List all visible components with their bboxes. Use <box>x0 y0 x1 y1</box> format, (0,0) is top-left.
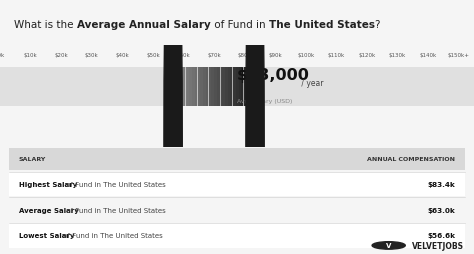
Text: Average Salary: Average Salary <box>19 207 79 213</box>
Text: $0k: $0k <box>0 53 5 58</box>
Text: $20k: $20k <box>55 53 68 58</box>
Text: $50k: $50k <box>146 53 160 58</box>
Circle shape <box>372 242 405 249</box>
Text: ?: ? <box>374 20 380 30</box>
Text: of Fund in The United States: of Fund in The United States <box>61 232 163 238</box>
Text: of Fund in The United States: of Fund in The United States <box>64 207 166 213</box>
Text: / year: / year <box>299 78 323 87</box>
Bar <box>233 68 236 107</box>
Bar <box>184 68 187 107</box>
Text: $100k: $100k <box>297 53 314 58</box>
Text: Lowest Salary: Lowest Salary <box>19 232 74 238</box>
FancyBboxPatch shape <box>9 197 465 222</box>
Text: $70k: $70k <box>207 53 221 58</box>
Bar <box>187 68 190 107</box>
Bar <box>247 68 250 107</box>
Text: $150k+: $150k+ <box>448 53 470 58</box>
Bar <box>173 68 176 107</box>
Bar <box>192 68 195 107</box>
Bar <box>250 68 252 107</box>
Bar <box>214 68 217 107</box>
Bar <box>230 68 233 107</box>
Text: $90k: $90k <box>268 53 282 58</box>
Bar <box>179 68 181 107</box>
Circle shape <box>164 0 182 254</box>
Bar <box>206 68 209 107</box>
Text: $120k: $120k <box>358 53 375 58</box>
Text: $140k: $140k <box>419 53 437 58</box>
Circle shape <box>246 0 264 254</box>
Text: Avg. Salary (USD): Avg. Salary (USD) <box>237 99 292 104</box>
Text: $56.6k: $56.6k <box>427 232 455 238</box>
Text: V: V <box>386 243 392 248</box>
Bar <box>201 68 203 107</box>
Bar <box>211 68 214 107</box>
Bar <box>252 68 255 107</box>
Bar <box>222 68 225 107</box>
Bar <box>195 68 198 107</box>
Bar <box>209 68 211 107</box>
FancyBboxPatch shape <box>0 68 474 107</box>
Text: $10k: $10k <box>24 53 37 58</box>
Text: $63.0k: $63.0k <box>427 207 455 213</box>
Bar <box>190 68 192 107</box>
FancyBboxPatch shape <box>9 223 465 248</box>
Text: ANNUAL COMPENSATION: ANNUAL COMPENSATION <box>367 156 455 162</box>
Text: $30k: $30k <box>85 53 99 58</box>
Text: $40k: $40k <box>116 53 129 58</box>
Bar <box>236 68 238 107</box>
Text: SALARY: SALARY <box>19 156 46 162</box>
Text: VELVETJOBS: VELVETJOBS <box>412 241 465 250</box>
Bar <box>217 68 219 107</box>
Bar <box>241 68 244 107</box>
FancyBboxPatch shape <box>9 148 465 171</box>
Text: $63,000: $63,000 <box>237 68 310 83</box>
Text: $60k: $60k <box>177 53 191 58</box>
Bar <box>228 68 230 107</box>
Bar <box>181 68 184 107</box>
Bar <box>244 68 247 107</box>
Bar <box>225 68 228 107</box>
Bar <box>203 68 206 107</box>
Text: The United States: The United States <box>269 20 374 30</box>
Bar <box>219 68 222 107</box>
Text: Average Annual Salary: Average Annual Salary <box>77 20 211 30</box>
Bar <box>238 68 241 107</box>
Text: $130k: $130k <box>389 53 406 58</box>
Text: $110k: $110k <box>328 53 345 58</box>
Text: What is the: What is the <box>14 20 77 30</box>
Text: $83.4k: $83.4k <box>427 181 455 187</box>
FancyBboxPatch shape <box>9 172 465 196</box>
Bar <box>198 68 201 107</box>
Bar <box>176 68 179 107</box>
Text: of Fund in: of Fund in <box>211 20 269 30</box>
Text: of Fund in The United States: of Fund in The United States <box>64 181 166 187</box>
Text: $80k: $80k <box>238 53 252 58</box>
Text: Highest Salary: Highest Salary <box>19 181 77 187</box>
